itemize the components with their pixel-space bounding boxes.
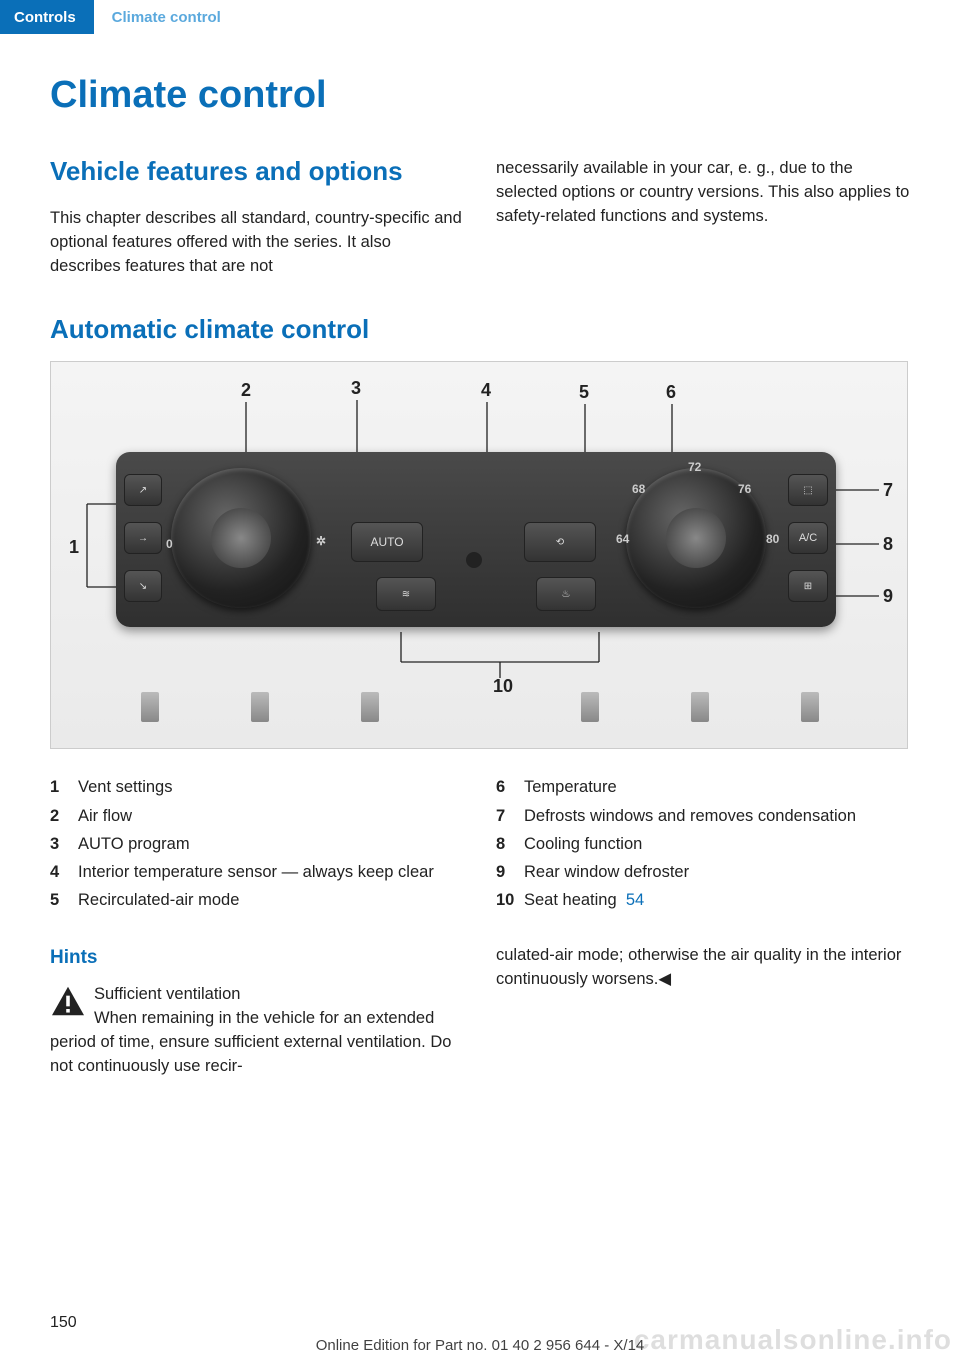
temp-72: 72 bbox=[688, 460, 701, 474]
auto-button[interactable]: AUTO bbox=[351, 522, 423, 562]
diagram-legend: 1Vent settings 2Air flow 3AUTO program 4… bbox=[50, 773, 910, 913]
vent-btn-middle[interactable]: → bbox=[124, 522, 162, 554]
tab-controls: Controls bbox=[0, 0, 94, 34]
hints-left-body: When remaining in the vehicle for an ex­… bbox=[50, 1007, 464, 1079]
vent-notch bbox=[801, 692, 819, 722]
tab-climate: Climate control bbox=[94, 0, 239, 34]
fan-icon: ✲ bbox=[316, 534, 326, 548]
vent-notch bbox=[361, 692, 379, 722]
heading-hints: Hints bbox=[50, 944, 464, 972]
legend-item-8: 8Cooling function bbox=[496, 830, 910, 858]
legend-item-2: 2Air flow bbox=[50, 802, 464, 830]
rear-defrost-button[interactable]: ⊞ bbox=[788, 570, 828, 602]
recirculate-button[interactable]: ⟲ bbox=[524, 522, 596, 562]
legend-item-6: 6Temperature bbox=[496, 773, 910, 801]
climate-control-diagram: 1 2 3 4 5 6 7 8 9 10 bbox=[50, 361, 908, 749]
ac-button[interactable]: A/C bbox=[788, 522, 828, 554]
para-vehicle-features-right: necessarily available in your car, e. g.… bbox=[496, 157, 910, 229]
vent-btn-upper[interactable]: ↗ bbox=[124, 474, 162, 506]
watermark: carmanualsonline.info bbox=[634, 1324, 952, 1356]
legend-item-3: 3AUTO program bbox=[50, 830, 464, 858]
section-vehicle-features: Vehicle features and options This chapte… bbox=[50, 153, 910, 278]
heading-vehicle-features: Vehicle features and options bbox=[50, 153, 464, 191]
page-number: 150 bbox=[50, 1314, 77, 1332]
hints-section: Hints Sufficient ventilation When remain… bbox=[50, 944, 910, 1079]
fan-dial[interactable] bbox=[171, 468, 311, 608]
temp-sensor bbox=[466, 552, 482, 568]
vent-btn-lower[interactable]: ↘ bbox=[124, 570, 162, 602]
legend-item-1: 1Vent settings bbox=[50, 773, 464, 801]
page-link-54[interactable]: 54 bbox=[626, 891, 644, 909]
legend-item-10: 10Seat heating 54 bbox=[496, 886, 910, 914]
vent-notch bbox=[691, 692, 709, 722]
page-body: Climate control Vehicle features and opt… bbox=[0, 34, 960, 1079]
seat-heat-button[interactable]: ♨ bbox=[536, 577, 596, 611]
temp-68: 68 bbox=[632, 482, 645, 496]
warning-icon bbox=[50, 985, 86, 1017]
temp-80: 80 bbox=[766, 532, 779, 546]
para-vehicle-features-left: This chapter describes all standard, cou… bbox=[50, 207, 464, 279]
legend-item-4: 4Interior temperature sensor — always ke… bbox=[50, 858, 464, 886]
temp-64: 64 bbox=[616, 532, 629, 546]
climate-panel: 0 ✲ ↗ → ↘ AUTO ≋ ⟲ ♨ 72 76 80 64 68 ⬚ A/… bbox=[116, 452, 836, 627]
vent-notch bbox=[141, 692, 159, 722]
header-tabs: Controls Climate control bbox=[0, 0, 960, 34]
fan-dial-zero: 0 bbox=[166, 537, 173, 551]
legend-item-9: 9Rear window defroster bbox=[496, 858, 910, 886]
legend-item-5: 5Recirculated-air mode bbox=[50, 886, 464, 914]
legend-item-7: 7Defrosts windows and removes condensa­t… bbox=[496, 802, 910, 830]
page-title: Climate control bbox=[50, 74, 910, 117]
hints-subtitle: Sufficient ventilation bbox=[94, 985, 240, 1003]
defrost-button[interactable]: ≋ bbox=[376, 577, 436, 611]
hints-right-body: culated-air mode; otherwise the air qual… bbox=[496, 944, 910, 992]
front-defrost-button[interactable]: ⬚ bbox=[788, 474, 828, 506]
heading-automatic-climate: Automatic climate control bbox=[50, 314, 910, 345]
vent-notch bbox=[251, 692, 269, 722]
vent-notch bbox=[581, 692, 599, 722]
temp-76: 76 bbox=[738, 482, 751, 496]
